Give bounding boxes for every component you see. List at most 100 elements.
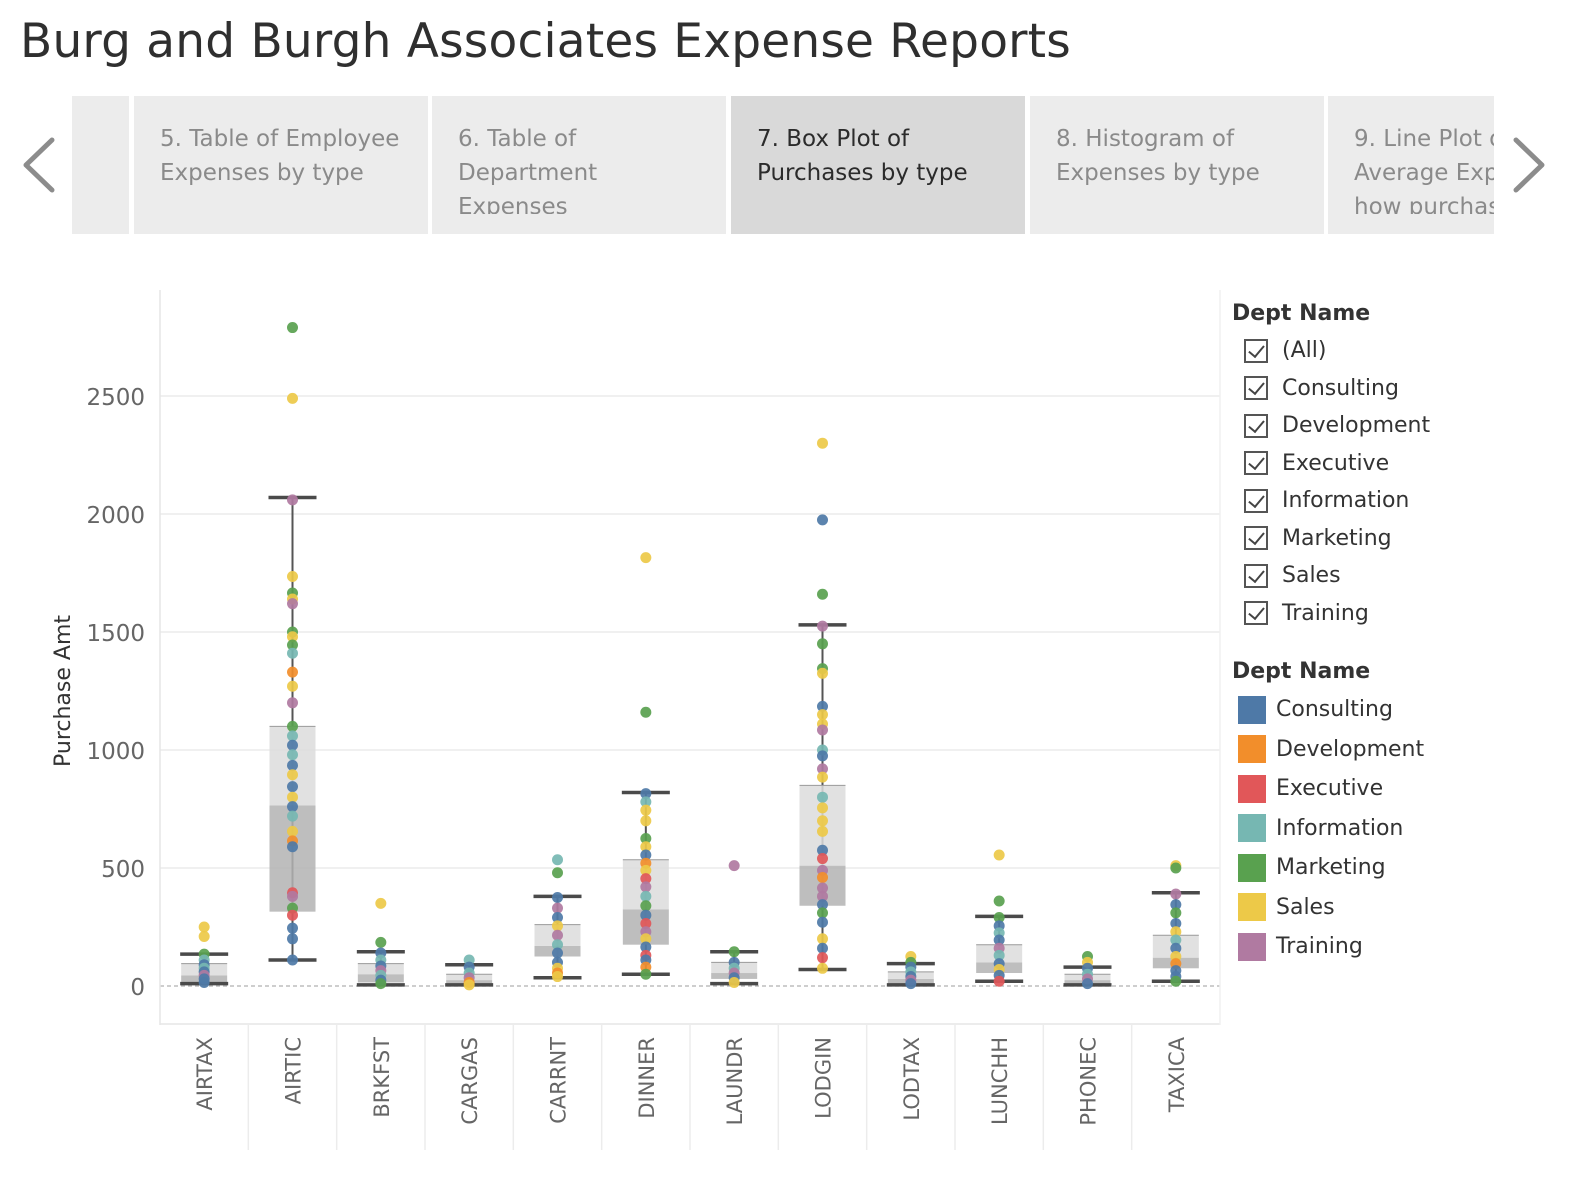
filter-item-executive[interactable]: Executive bbox=[1232, 445, 1582, 483]
tab-label bbox=[98, 122, 103, 214]
data-point bbox=[817, 933, 828, 945]
data-point bbox=[287, 933, 298, 945]
x-tick-label: CARGAS bbox=[458, 1037, 482, 1125]
data-point bbox=[640, 941, 652, 953]
data-point bbox=[817, 871, 828, 883]
legend-label: Consulting bbox=[1276, 697, 1393, 723]
data-point bbox=[817, 667, 828, 679]
data-point bbox=[640, 881, 652, 893]
data-point bbox=[640, 873, 652, 885]
filter-item-information[interactable]: Information bbox=[1232, 482, 1582, 520]
data-point bbox=[287, 739, 298, 751]
color-legend: Dept Name Consulting Development Executi… bbox=[1232, 654, 1582, 967]
data-point bbox=[640, 796, 652, 808]
data-point bbox=[198, 930, 210, 942]
filter-item-development[interactable]: Development bbox=[1232, 407, 1582, 445]
checkbox-icon[interactable] bbox=[1244, 338, 1268, 363]
filter-item-sales[interactable]: Sales bbox=[1232, 557, 1582, 595]
data-point bbox=[817, 853, 828, 865]
filter-label: Marketing bbox=[1282, 525, 1392, 551]
data-point bbox=[287, 571, 298, 583]
checkbox-icon[interactable] bbox=[1244, 563, 1268, 588]
legend-item-information[interactable]: Information bbox=[1232, 809, 1582, 849]
x-tick-label: AIRTIC bbox=[282, 1037, 306, 1104]
data-point bbox=[287, 392, 298, 404]
tab-employee-expenses[interactable]: 5. Table of Employee Expenses by type bbox=[134, 96, 428, 234]
x-tick-label: LUNCHH bbox=[988, 1037, 1012, 1125]
data-point bbox=[375, 936, 387, 948]
tab-histogram[interactable]: 8. Histogram of Expenses by type bbox=[1030, 96, 1324, 234]
data-point bbox=[817, 907, 828, 919]
data-point bbox=[287, 922, 298, 934]
next-tab-button[interactable] bbox=[1508, 130, 1548, 200]
legend-item-sales[interactable]: Sales bbox=[1232, 888, 1582, 928]
filter-item-training[interactable]: Training bbox=[1232, 595, 1582, 633]
data-point bbox=[287, 680, 298, 692]
data-point bbox=[817, 437, 828, 449]
legend-swatch bbox=[1238, 774, 1266, 803]
data-point bbox=[1170, 899, 1182, 911]
legend-item-consulting[interactable]: Consulting bbox=[1232, 690, 1582, 730]
checkbox-icon[interactable] bbox=[1244, 413, 1268, 438]
data-point bbox=[287, 890, 298, 902]
data-point bbox=[1170, 862, 1182, 874]
checkbox-icon[interactable] bbox=[1244, 451, 1268, 476]
data-point bbox=[287, 841, 298, 853]
prev-tab-button[interactable] bbox=[18, 130, 58, 200]
legend-item-development[interactable]: Development bbox=[1232, 730, 1582, 770]
data-point bbox=[287, 639, 298, 651]
data-point bbox=[640, 706, 652, 718]
legend-item-marketing[interactable]: Marketing bbox=[1232, 848, 1582, 888]
checkbox-icon[interactable] bbox=[1244, 488, 1268, 513]
tab-label: 8. Histogram of Expenses by type bbox=[1056, 126, 1260, 186]
data-point bbox=[728, 860, 740, 872]
data-point bbox=[552, 929, 563, 941]
data-point bbox=[198, 921, 210, 933]
filter-item-marketing[interactable]: Marketing bbox=[1232, 520, 1582, 558]
data-point bbox=[640, 833, 652, 844]
data-point bbox=[817, 763, 828, 775]
filter-label: Information bbox=[1282, 488, 1410, 514]
filter-item-consulting[interactable]: Consulting bbox=[1232, 370, 1582, 408]
data-point bbox=[817, 771, 828, 783]
checkbox-icon[interactable] bbox=[1244, 526, 1268, 551]
tab-previous-partial[interactable] bbox=[72, 96, 129, 234]
x-tick-label: PHONEC bbox=[1077, 1037, 1101, 1126]
color-legend-title: Dept Name bbox=[1232, 659, 1371, 684]
data-point bbox=[817, 638, 828, 650]
data-point bbox=[1082, 978, 1093, 990]
data-point bbox=[552, 920, 563, 932]
tab-label: 9. Line Plot of Average Expenses how pur… bbox=[1354, 126, 1494, 214]
data-point bbox=[993, 975, 1005, 987]
y-tick-label: 1000 bbox=[86, 739, 145, 765]
data-point bbox=[287, 598, 298, 610]
data-point bbox=[817, 514, 828, 526]
data-point bbox=[817, 700, 828, 712]
data-point bbox=[640, 841, 652, 853]
data-point bbox=[287, 791, 298, 803]
data-point bbox=[817, 620, 828, 632]
y-tick-label: 1500 bbox=[86, 621, 145, 647]
data-point bbox=[287, 759, 298, 771]
legend-swatch bbox=[1238, 695, 1266, 724]
tab-line-plot[interactable]: 9. Line Plot of Average Expenses how pur… bbox=[1328, 96, 1494, 234]
filter-item-all[interactable]: (All) bbox=[1232, 332, 1582, 370]
filter-label: Development bbox=[1282, 413, 1431, 439]
tab-label: 7. Box Plot of Purchases by type bbox=[757, 126, 968, 186]
legend-item-training[interactable]: Training bbox=[1232, 927, 1582, 967]
tab-box-plot[interactable]: 7. Box Plot of Purchases by type bbox=[731, 96, 1025, 234]
data-point bbox=[463, 979, 475, 991]
data-point bbox=[552, 971, 563, 983]
data-point bbox=[817, 844, 828, 856]
checkbox-icon[interactable] bbox=[1244, 601, 1268, 626]
data-point bbox=[640, 552, 652, 564]
data-point bbox=[287, 647, 298, 659]
data-point bbox=[817, 962, 828, 974]
data-point bbox=[640, 917, 652, 929]
tab-department-expenses[interactable]: 6. Table of Department Expenses by type bbox=[432, 96, 726, 234]
legend-item-executive[interactable]: Executive bbox=[1232, 769, 1582, 809]
filter-label: (All) bbox=[1282, 338, 1327, 364]
data-point bbox=[1170, 907, 1182, 919]
data-point bbox=[287, 769, 298, 781]
checkbox-icon[interactable] bbox=[1244, 376, 1268, 401]
